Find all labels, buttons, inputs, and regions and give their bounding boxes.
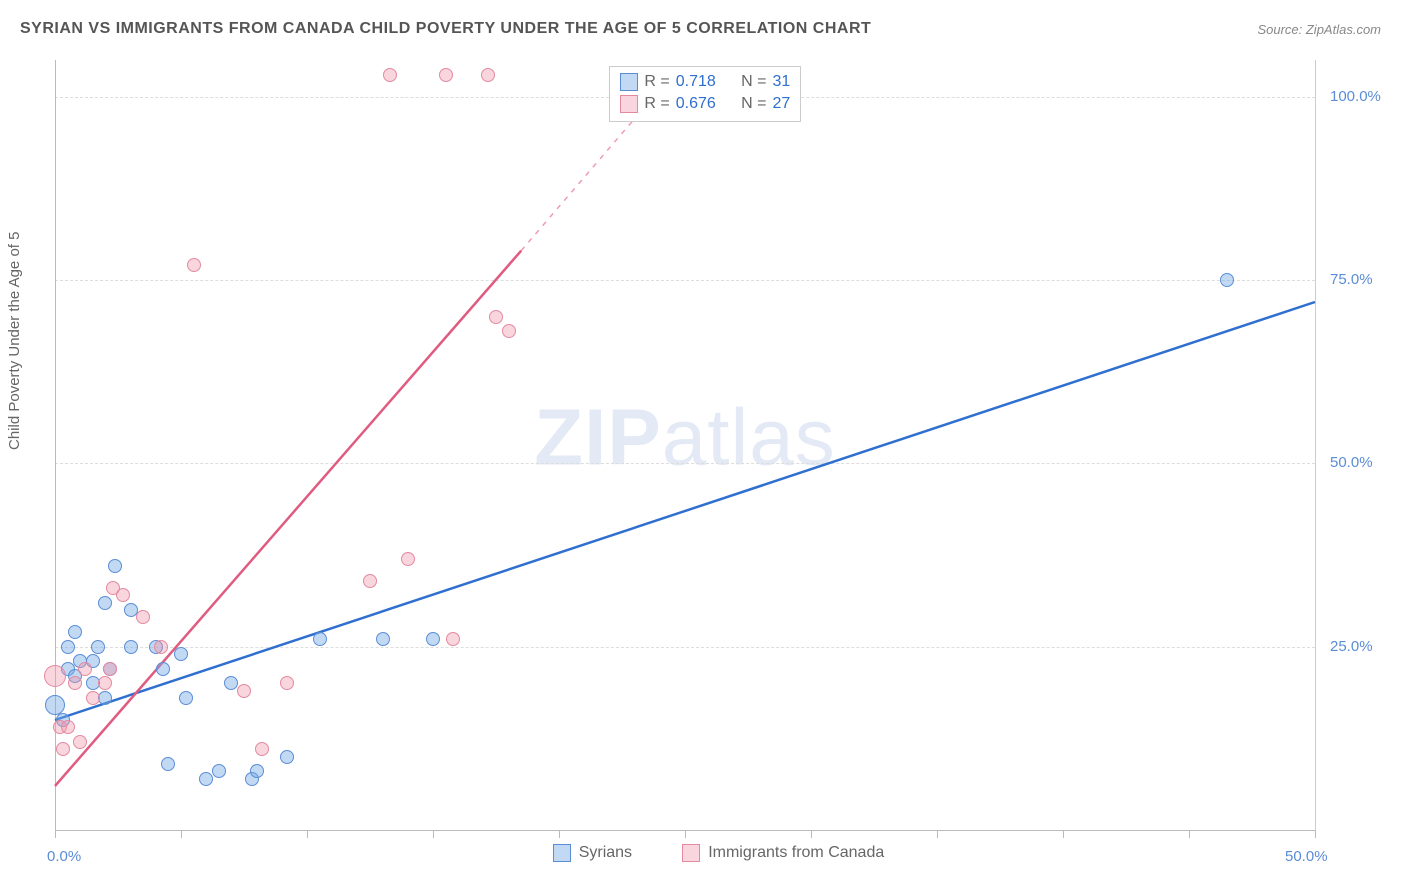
legend-swatch [682, 844, 700, 862]
trend-lines [55, 60, 1315, 830]
stat-row: R = 0.676 N = 27 [620, 93, 790, 115]
scatter-point [78, 662, 92, 676]
legend-label: Immigrants from Canada [708, 844, 884, 862]
x-tick [181, 830, 182, 838]
scatter-point [154, 640, 168, 654]
scatter-point [61, 640, 75, 654]
stat-r-label: R = [644, 93, 669, 115]
scatter-point [98, 596, 112, 610]
stat-r-label: R = [644, 71, 669, 93]
y-tick-label: 25.0% [1330, 638, 1373, 655]
chart-title: SYRIAN VS IMMIGRANTS FROM CANADA CHILD P… [20, 20, 871, 38]
scatter-point [255, 742, 269, 756]
y-tick-label: 100.0% [1330, 88, 1381, 105]
right-border [1315, 60, 1316, 830]
scatter-point [280, 750, 294, 764]
legend-item: Immigrants from Canada [682, 844, 884, 862]
scatter-point [250, 764, 264, 778]
scatter-point [156, 662, 170, 676]
scatter-point [237, 684, 251, 698]
x-tick [937, 830, 938, 838]
scatter-point [124, 640, 138, 654]
scatter-point [502, 324, 516, 338]
legend-swatch [620, 73, 638, 91]
stat-r-value: 0.718 [676, 71, 716, 93]
x-tick-label: 0.0% [47, 848, 81, 865]
y-tick-label: 50.0% [1330, 454, 1373, 471]
scatter-point [187, 258, 201, 272]
source-label: Source: ZipAtlas.com [1257, 22, 1381, 37]
stat-row: R = 0.718 N = 31 [620, 71, 790, 93]
scatter-point [363, 574, 377, 588]
x-tick [1189, 830, 1190, 838]
x-tick-label: 50.0% [1285, 848, 1328, 865]
scatter-point [313, 632, 327, 646]
scatter-point [401, 552, 415, 566]
stat-n-label: N = [741, 71, 766, 93]
stat-n-label: N = [741, 93, 766, 115]
x-tick [307, 830, 308, 838]
x-tick [811, 830, 812, 838]
chart-container: SYRIAN VS IMMIGRANTS FROM CANADA CHILD P… [0, 0, 1406, 892]
scatter-point [56, 742, 70, 756]
x-tick [433, 830, 434, 838]
scatter-point [376, 632, 390, 646]
scatter-point [439, 68, 453, 82]
scatter-point [91, 640, 105, 654]
trend-line [55, 251, 521, 786]
x-tick [559, 830, 560, 838]
legend-swatch [553, 844, 571, 862]
scatter-point [1220, 273, 1234, 287]
scatter-point [199, 772, 213, 786]
stat-n-value: 27 [772, 93, 790, 115]
scatter-point [86, 691, 100, 705]
scatter-point [179, 691, 193, 705]
x-tick [1063, 830, 1064, 838]
y-axis-label: Child Poverty Under the Age of 5 [6, 232, 23, 450]
scatter-point [174, 647, 188, 661]
plot-area: ZIPatlas 25.0%50.0%75.0%100.0%0.0%50.0% … [55, 60, 1315, 830]
scatter-point [44, 665, 66, 687]
scatter-point [61, 720, 75, 734]
x-tick [685, 830, 686, 838]
scatter-point [489, 310, 503, 324]
scatter-point [383, 68, 397, 82]
legend-swatch [620, 95, 638, 113]
x-tick [1315, 830, 1316, 838]
stat-n-value: 31 [772, 71, 790, 93]
legend-item: Syrians [553, 844, 632, 862]
stat-r-value: 0.676 [676, 93, 716, 115]
trend-line [55, 302, 1315, 720]
y-tick-label: 75.0% [1330, 271, 1373, 288]
legend-label: Syrians [579, 844, 632, 862]
correlation-stats-box: R = 0.718 N = 31 R = 0.676 N = 27 [609, 66, 801, 122]
x-tick [55, 830, 56, 838]
